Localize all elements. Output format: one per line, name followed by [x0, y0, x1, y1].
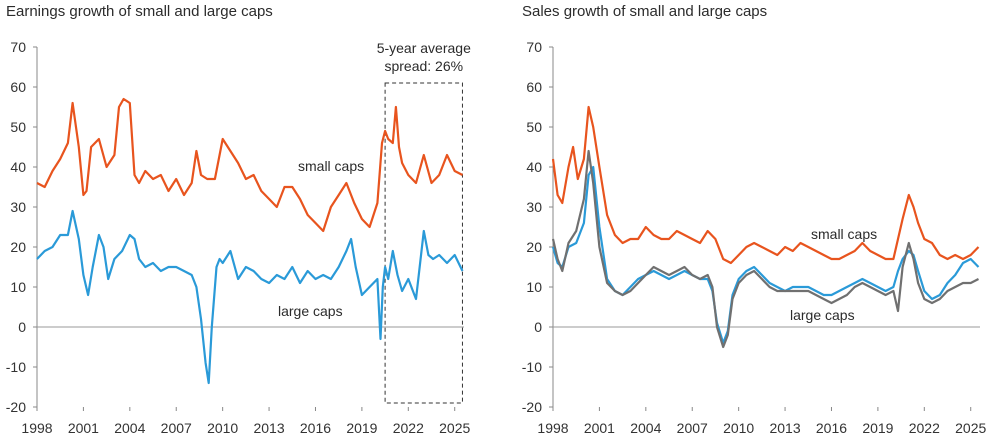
small-caps-label: small caps: [298, 158, 364, 174]
sales-x-tick-label: 2022: [909, 420, 940, 436]
earnings-x-tick-label: 2013: [253, 420, 284, 436]
earnings-x-tick-label: 2007: [161, 420, 192, 436]
sales-y-tick-label: 0: [534, 319, 542, 335]
sales-y-tick-label: 30: [526, 199, 542, 215]
sales-x-tick-label: 2019: [862, 420, 893, 436]
earnings-chart-title: Earnings growth of small and large caps: [6, 3, 273, 20]
large-caps-label: large caps: [278, 303, 343, 319]
earnings-x-tick-label: 2010: [207, 420, 238, 436]
sales-x-tick-label: 2004: [630, 420, 661, 436]
sales-y-tick-label: -10: [522, 359, 542, 375]
sales-y-tick-label: -20: [522, 399, 542, 415]
sales-large-caps-line: [551, 165, 980, 345]
earnings-x-tick-label: 2019: [346, 420, 377, 436]
earnings-x-tick-label: 2025: [439, 420, 470, 436]
earnings-y-tick-label: 50: [10, 119, 26, 135]
sales-y-tick-label: 70: [526, 39, 542, 55]
sales-y-tick-label: 40: [526, 159, 542, 175]
earnings-y-tick-label: 20: [10, 239, 26, 255]
sales-x-tick-label: 2013: [769, 420, 800, 436]
earnings-x-tick-label: 2022: [393, 420, 424, 436]
spread-annotation-line1: 5-year average: [377, 40, 471, 56]
earnings-y-tick-label: 30: [10, 199, 26, 215]
sales-y-tick-label: 20: [526, 239, 542, 255]
spread-annotation-box: [384, 82, 463, 404]
earnings-y-tick-label: -20: [6, 399, 26, 415]
sales-chart-title: Sales growth of small and large caps: [522, 3, 768, 20]
sales-y-tick-label: 10: [526, 279, 542, 295]
sales-x-tick-label: 2016: [816, 420, 847, 436]
sales-y-tick-label: 60: [526, 79, 542, 95]
sales-x-tick-label: 2010: [723, 420, 754, 436]
earnings-small-caps-line: [36, 97, 464, 233]
earnings-y-tick-label: 40: [10, 159, 26, 175]
large-caps-label: large caps: [790, 307, 855, 323]
sales-y-tick-label: 50: [526, 119, 542, 135]
earnings-y-tick-label: 70: [10, 39, 26, 55]
earnings-x-tick-label: 1998: [21, 420, 52, 436]
sales-large-caps-gray-line: [551, 149, 980, 349]
sales-x-tick-label: 2001: [584, 420, 615, 436]
earnings-large-caps-line: [36, 209, 464, 385]
earnings-y-tick-label: 10: [10, 279, 26, 295]
sales-small-caps-line: [551, 105, 980, 265]
earnings-x-tick-label: 2004: [114, 420, 145, 436]
earnings-y-tick-label: 60: [10, 79, 26, 95]
sales-x-tick-label: 1998: [537, 420, 568, 436]
earnings-x-tick-label: 2001: [68, 420, 99, 436]
sales-x-tick-label: 2007: [677, 420, 708, 436]
sales-x-tick-label: 2025: [955, 420, 986, 436]
small-caps-label: small caps: [811, 226, 877, 242]
earnings-x-tick-label: 2016: [300, 420, 331, 436]
spread-annotation-line2: spread: 26%: [384, 58, 463, 74]
earnings-y-tick-label: 0: [18, 319, 26, 335]
earnings-y-tick-label: -10: [6, 359, 26, 375]
